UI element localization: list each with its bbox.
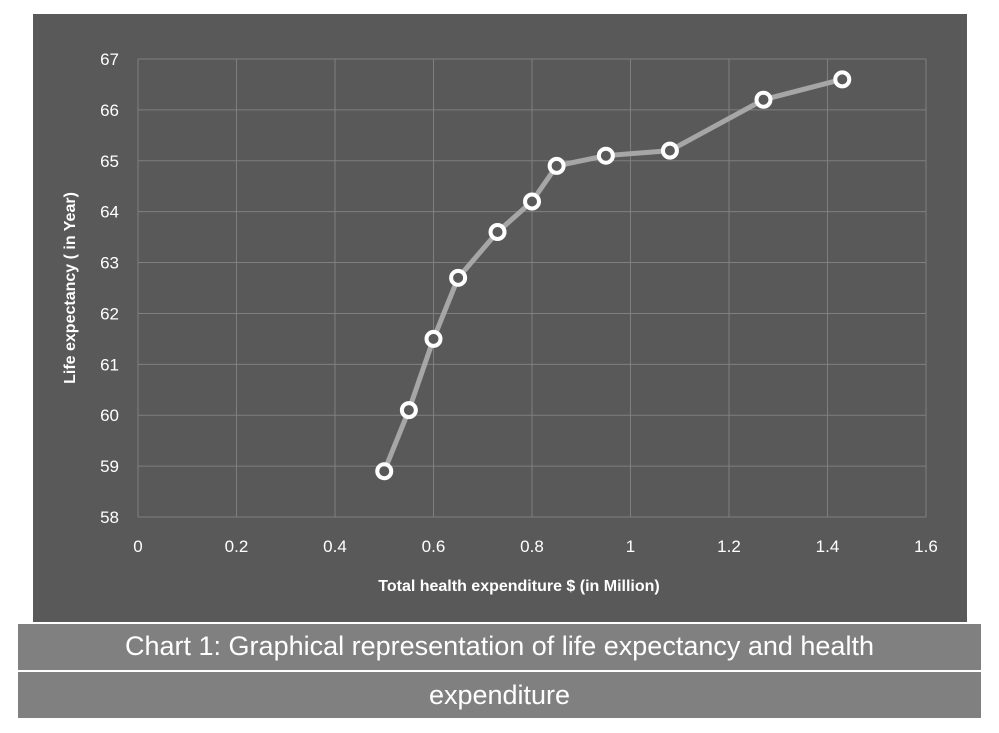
data-point <box>754 90 773 109</box>
x-tick-label: 1.4 <box>816 537 840 556</box>
y-tick-label: 60 <box>100 406 119 425</box>
y-axis-ticks: 58 59 60 61 62 63 64 65 66 67 <box>100 50 119 527</box>
y-tick-label: 58 <box>100 508 119 527</box>
y-tick-label: 64 <box>100 203 119 222</box>
data-point <box>488 223 507 242</box>
data-point <box>523 192 541 211</box>
x-axis-label: Total health expenditure $ (in Million) <box>378 578 660 595</box>
data-point <box>547 156 566 175</box>
x-tick-label: 0 <box>133 537 142 556</box>
y-tick-label: 66 <box>100 101 119 120</box>
line-chart: 0 0.2 0.4 0.6 0.8 1 1.2 1.4 1.6 58 59 60 61 62 63 64 65… <box>62 50 938 595</box>
x-tick-label: 0.8 <box>520 537 544 556</box>
data-point <box>375 462 394 481</box>
x-tick-label: 0.2 <box>225 537 249 556</box>
data-point <box>596 146 615 165</box>
x-tick-label: 0.4 <box>323 537 347 556</box>
chart-panel: 0 0.2 0.4 0.6 0.8 1 1.2 1.4 1.6 58 59 60 61 62 63 64 65… <box>33 14 967 622</box>
caption-line-1: Chart 1: Graphical representation of lif… <box>125 631 874 661</box>
y-tick-label: 65 <box>100 152 119 171</box>
chart-caption: Chart 1: Graphical representation of lif… <box>18 624 981 718</box>
x-tick-label: 1.2 <box>717 537 741 556</box>
y-tick-label: 61 <box>100 355 119 374</box>
x-tick-label: 0.6 <box>422 537 446 556</box>
x-axis-ticks: 0 0.2 0.4 0.6 0.8 1 1.2 1.4 1.6 <box>133 537 938 556</box>
y-tick-label: 67 <box>100 50 119 69</box>
x-tick-label: 1 <box>626 537 635 556</box>
y-tick-label: 62 <box>100 304 119 323</box>
data-point <box>660 141 679 160</box>
data-point <box>833 70 852 89</box>
x-tick-label: 1.6 <box>914 537 938 556</box>
series-group <box>375 70 852 481</box>
data-point <box>449 268 468 287</box>
grid-lines <box>137 58 927 518</box>
caption-line-2: expenditure <box>428 680 571 710</box>
data-point <box>424 329 443 348</box>
y-tick-label: 63 <box>100 254 119 273</box>
y-tick-label: 59 <box>100 457 119 476</box>
caption-divider <box>18 670 981 672</box>
y-axis-label: Life expectancy ( in Year) <box>62 192 79 384</box>
data-point <box>399 401 418 420</box>
